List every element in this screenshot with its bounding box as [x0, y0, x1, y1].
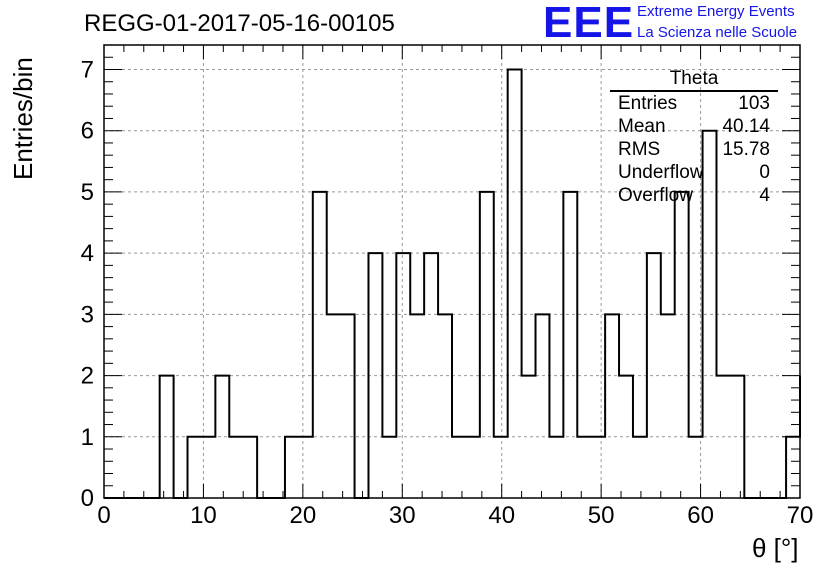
histogram-bin: [396, 253, 410, 498]
histogram-bin: [689, 437, 703, 498]
histogram-series: [104, 68, 801, 499]
histogram-bin: [215, 376, 229, 498]
x-axis-label: θ [°]: [752, 533, 799, 563]
histogram-bin: [522, 376, 536, 498]
stats-row: RMS 15.78: [610, 138, 778, 161]
stats-label: Entries: [618, 93, 678, 114]
histogram-bin: [619, 376, 633, 498]
stats-value: 15.78: [722, 139, 770, 160]
y-tick-label: 1: [81, 424, 94, 451]
histogram-bin: [452, 437, 466, 498]
y-tick-label: 6: [81, 118, 94, 145]
histogram-bin: [160, 376, 174, 498]
x-tick-label: 60: [687, 502, 714, 529]
stats-value: 103: [738, 93, 770, 114]
histogram-bin: [382, 437, 396, 498]
y-tick-label: 3: [81, 301, 94, 328]
histogram-bin: [299, 437, 313, 498]
x-tick-label: 50: [588, 502, 615, 529]
x-tick-label: 10: [190, 502, 217, 529]
y-tick-label: 7: [81, 56, 94, 83]
histogram-bin: [341, 314, 355, 498]
eee-logo: EEE: [543, 0, 635, 47]
x-tick-label: 40: [488, 502, 515, 529]
histogram-bin: [508, 69, 522, 498]
histogram-bin: [563, 192, 577, 498]
plot-frame: [103, 44, 801, 499]
histogram-bin: [591, 437, 605, 498]
y-tick-label: 5: [81, 179, 94, 206]
x-tick-label: 30: [389, 502, 416, 529]
histogram-bin: [229, 437, 243, 498]
y-axis-label: Entries/bin: [8, 57, 38, 180]
stats-row: Underflow 0: [610, 161, 778, 184]
histogram-bin: [313, 192, 327, 498]
histogram-bin: [188, 437, 202, 498]
y-tick-label: 2: [81, 363, 94, 390]
histogram-bin: [730, 376, 744, 498]
stats-row: Entries 103: [610, 92, 778, 115]
logo-line-2: La Scienza nelle Scuole: [637, 24, 798, 41]
stats-label: RMS: [618, 139, 661, 160]
stats-label: Mean: [618, 116, 666, 137]
histogram-bin: [243, 437, 257, 498]
histogram-bin: [424, 253, 438, 498]
histogram-bin: [410, 314, 424, 498]
y-tick-label: 4: [81, 240, 94, 267]
stats-title: Theta: [610, 68, 778, 92]
x-tick-label: 70: [787, 502, 814, 529]
histogram-bin: [647, 253, 661, 498]
histogram-bin: [605, 314, 619, 498]
histogram-bin: [786, 437, 800, 498]
histogram-bin: [368, 253, 382, 498]
histogram-bin: [633, 437, 647, 498]
stats-box: Theta Entries 103 Mean 40.14 RMS 15.78 U…: [610, 68, 778, 207]
histogram-bin: [327, 314, 341, 498]
histogram-bin: [536, 314, 550, 498]
stats-row: Mean 40.14: [610, 115, 778, 138]
histogram-bin: [480, 192, 494, 498]
histogram-bin: [285, 437, 299, 498]
histogram-bin: [494, 437, 508, 498]
stats-row: Overflow 4: [610, 184, 778, 207]
histogram-bin: [661, 314, 675, 498]
histogram-bin: [716, 376, 730, 498]
x-tick-label: 0: [97, 502, 110, 529]
y-tick-label: 0: [81, 485, 94, 512]
stats-value: 40.14: [722, 116, 770, 137]
stats-label: Underflow: [618, 162, 704, 183]
stats-value: 4: [759, 185, 770, 206]
axis-ticks: [103, 44, 801, 499]
histogram-bin: [438, 314, 452, 498]
logo-line-1: Extreme Energy Events: [637, 3, 795, 20]
histogram-bin: [675, 192, 689, 498]
histogram-bin: [201, 437, 215, 498]
chart-title: REGG-01-2017-05-16-00105: [84, 10, 395, 37]
histogram-bin: [577, 437, 591, 498]
stats-label: Overflow: [618, 185, 693, 206]
stats-value: 0: [759, 162, 770, 183]
histogram-bin: [466, 437, 480, 498]
x-tick-label: 20: [290, 502, 317, 529]
histogram-bin: [549, 437, 563, 498]
